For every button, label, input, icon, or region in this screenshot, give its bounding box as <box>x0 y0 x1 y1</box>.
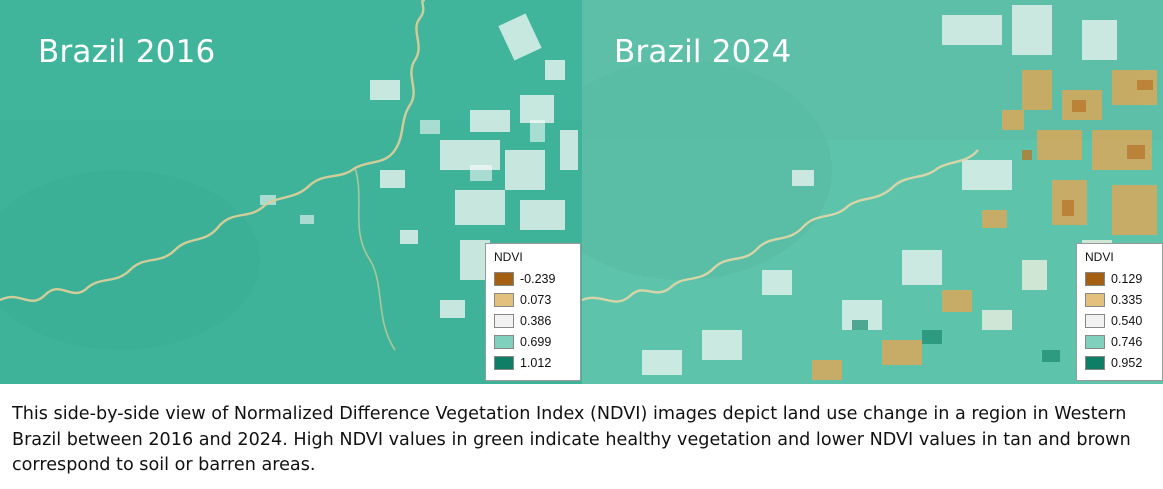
legend-item: 0.699 <box>494 332 570 351</box>
legend-item: 0.746 <box>1085 332 1152 351</box>
legend-swatch <box>1085 355 1105 370</box>
ndvi-map-2024 <box>582 0 1163 384</box>
map-title-2016: Brazil 2016 <box>38 34 216 70</box>
legend-label: 0.335 <box>1111 292 1143 307</box>
legend-label: 0.746 <box>1111 334 1143 349</box>
legend-swatch <box>494 355 514 370</box>
ndvi-map-2016 <box>0 0 582 384</box>
legend-swatch <box>1085 313 1105 328</box>
legend-label: 1.012 <box>520 355 552 370</box>
legend-swatch <box>494 334 514 349</box>
map-panel-2016: Brazil 2016 NDVI -0.239 0.073 0.386 0.699 1.… <box>0 0 582 384</box>
legend-item: 0.386 <box>494 311 570 330</box>
legend-title: NDVI <box>1085 250 1114 264</box>
legend-item: 0.335 <box>1085 290 1152 309</box>
legend-label: 0.699 <box>520 334 552 349</box>
legend-swatch <box>1085 292 1105 307</box>
legend-label: 0.073 <box>520 292 552 307</box>
legend-items: -0.239 0.073 0.386 0.699 1.012 <box>494 269 570 372</box>
figure-caption: This side-by-side view of Normalized Dif… <box>12 404 1131 475</box>
legend-item: -0.239 <box>494 269 570 288</box>
legend-swatch <box>1085 271 1105 286</box>
legend-label: 0.386 <box>520 313 552 328</box>
legend-swatch <box>494 313 514 328</box>
legend-title: NDVI <box>494 250 523 264</box>
legend-item: 0.129 <box>1085 269 1152 288</box>
legend-label: 0.129 <box>1111 271 1143 286</box>
legend-label: 0.952 <box>1111 355 1143 370</box>
legend-item: 0.073 <box>494 290 570 309</box>
map-title-2024: Brazil 2024 <box>614 34 792 70</box>
legend-item: 1.012 <box>494 353 570 372</box>
map-comparison: Brazil 2016 NDVI -0.239 0.073 0.386 0.699 1.… <box>0 0 1163 384</box>
legend-swatch <box>494 271 514 286</box>
legend-items: 0.129 0.335 0.540 0.746 0.952 <box>1085 269 1152 372</box>
legend-label: -0.239 <box>520 271 556 286</box>
legend-swatch <box>494 292 514 307</box>
ndvi-legend-2016: NDVI -0.239 0.073 0.386 0.699 1.012 <box>485 243 581 381</box>
legend-swatch <box>1085 334 1105 349</box>
ndvi-legend-2024: NDVI 0.129 0.335 0.540 0.746 0.952 <box>1076 243 1163 381</box>
legend-item: 0.952 <box>1085 353 1152 372</box>
legend-item: 0.540 <box>1085 311 1152 330</box>
map-panel-2024: Brazil 2024 NDVI 0.129 0.335 0.540 0.746 0.9… <box>582 0 1163 384</box>
legend-label: 0.540 <box>1111 313 1143 328</box>
